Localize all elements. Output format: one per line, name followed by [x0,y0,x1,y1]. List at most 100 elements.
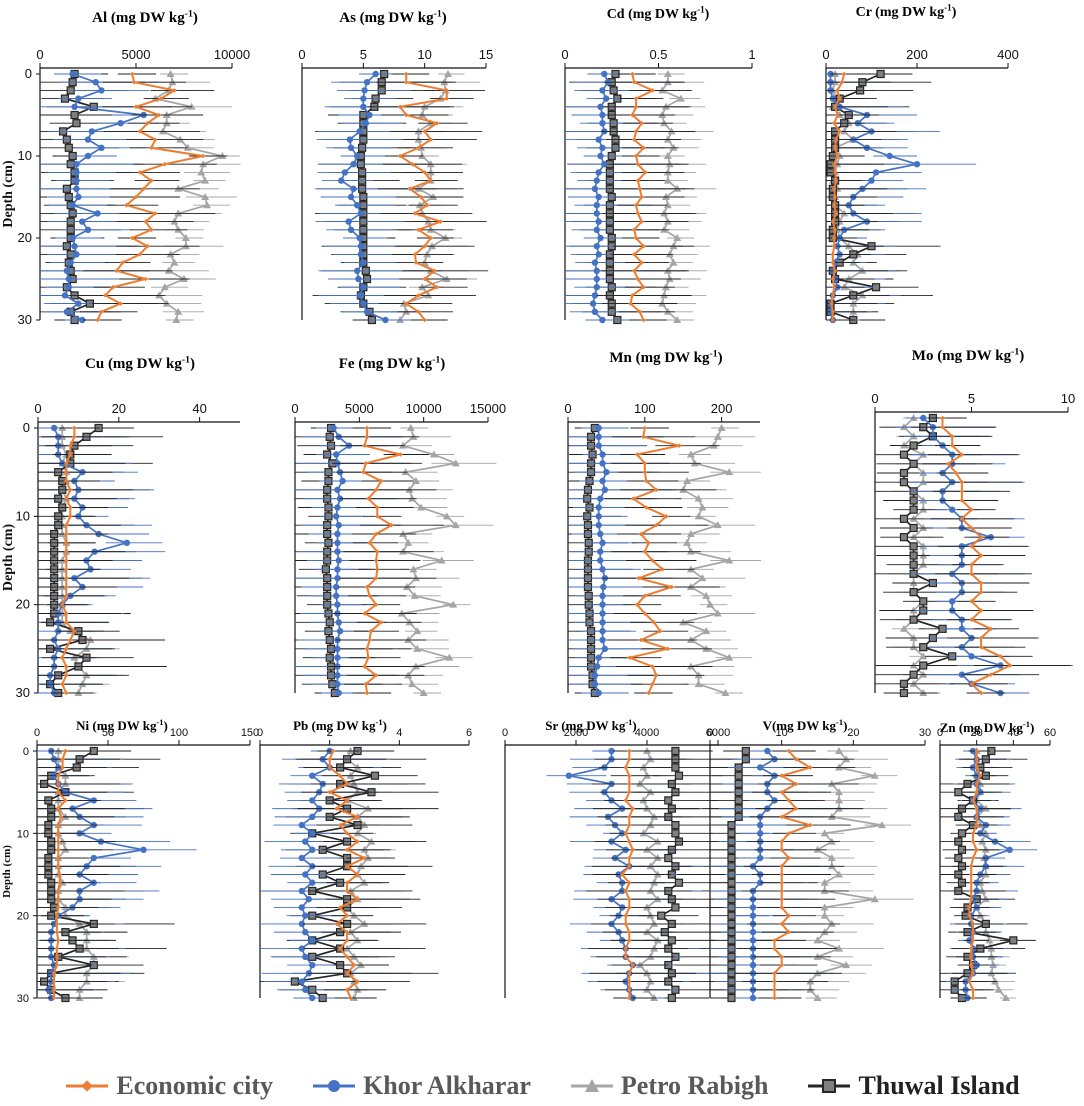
data-point-petro [909,514,918,522]
data-point-petro [643,985,651,993]
data-point-economic [344,888,350,894]
data-point-economic [364,425,370,431]
data-point-petro [58,591,67,599]
data-point-economic [637,309,643,315]
data-point-petro [665,250,674,258]
data-point-petro [181,234,190,241]
panel-cr: Cr (mg DW kg-1) 0 200 400 [822,3,1019,325]
x-tick-label: 0 [871,391,878,406]
data-point-khor [69,234,76,242]
data-point-khor [595,504,602,511]
data-point-thuwal [954,853,963,863]
data-point-economic [355,896,360,902]
x-tick-label: 0 [564,401,571,416]
data-point-economic [669,584,674,590]
data-point-petro [176,135,185,143]
data-point-khor [595,136,602,143]
x-tick-label: 0 [298,47,305,62]
data-point-petro [406,424,415,431]
data-point-petro [350,994,359,1001]
x-tick-label: 5 [968,391,975,406]
data-point-economic [988,626,994,632]
data-point-khor [73,185,80,192]
data-point-petro [840,127,849,135]
data-point-khor [298,904,305,911]
data-point-petro [653,854,662,862]
data-point-petro [663,201,672,209]
data-point-khor [305,896,312,903]
data-point-khor [360,103,367,111]
data-point-thuwal [909,496,918,505]
data-point-economic [422,170,427,175]
data-point-economic [162,161,168,167]
data-point-khor [98,144,105,151]
data-point-khor [79,316,86,324]
data-point-petro [919,496,928,504]
data-point-thuwal [909,560,918,569]
data-point-khor [357,251,365,258]
data-point-economic [626,864,632,869]
data-point-thuwal [734,771,743,780]
data-point-economic [968,864,974,869]
series-economic [826,71,897,323]
data-point-economic [772,971,777,976]
data-point-petro [168,78,177,86]
data-point-petro [665,275,674,282]
data-point-khor [334,654,341,661]
data-point-khor [334,645,341,653]
data-point-economic [626,756,632,762]
data-point-khor [597,530,604,538]
data-point-economic [642,469,648,475]
data-point-khor [599,120,606,127]
series-economic [734,748,864,1001]
data-point-petro [418,152,427,159]
data-point-economic [416,293,421,298]
data-point-petro [653,837,662,845]
data-point-petro [404,636,413,643]
data-point-petro [61,779,70,787]
data-point-petro [981,870,990,878]
data-point-petro [639,763,648,771]
data-point-khor [350,185,357,192]
data-point-khor [599,627,606,635]
data-point-khor [63,267,71,274]
data-point-thuwal [667,993,676,1003]
data-point-khor [595,521,602,529]
data-point-petro [820,903,829,911]
data-point-petro [160,283,169,291]
data-point-petro [408,680,417,688]
data-point-petro [706,600,715,608]
data-point-thuwal [909,588,918,597]
series-petro [613,747,700,1001]
data-point-petro [653,870,662,878]
data-point-khor [593,267,600,274]
data-point-petro [698,503,707,511]
data-point-economic [830,293,836,298]
data-point-economic [344,847,350,853]
data-point-economic [970,987,976,993]
data-point-petro [409,432,418,440]
data-point-economic [124,202,129,208]
data-point-economic [337,773,343,778]
data-point-khor [595,251,602,258]
data-point-economic [373,558,379,563]
data-point-petro [346,771,355,779]
data-point-petro [643,747,651,754]
data-point-economic [650,558,655,563]
data-point-petro [987,944,996,952]
y-tick-label: 10 [18,148,32,163]
x-tick-label: 60 [1044,727,1056,739]
data-point-petro [667,127,676,135]
x-tick-label: 200 [711,401,733,416]
data-point-economic [677,443,682,448]
data-point-economic [940,415,945,421]
data-point-petro [70,653,79,661]
x-tick-label: 0 [707,727,713,739]
data-point-petro [870,895,879,903]
data-point-economic [363,681,369,687]
data-point-khor [67,259,74,266]
data-point-petro [813,936,822,944]
data-point-petro [643,928,651,936]
x-tick-label: 0 [561,47,568,62]
data-point-khor [298,887,305,895]
